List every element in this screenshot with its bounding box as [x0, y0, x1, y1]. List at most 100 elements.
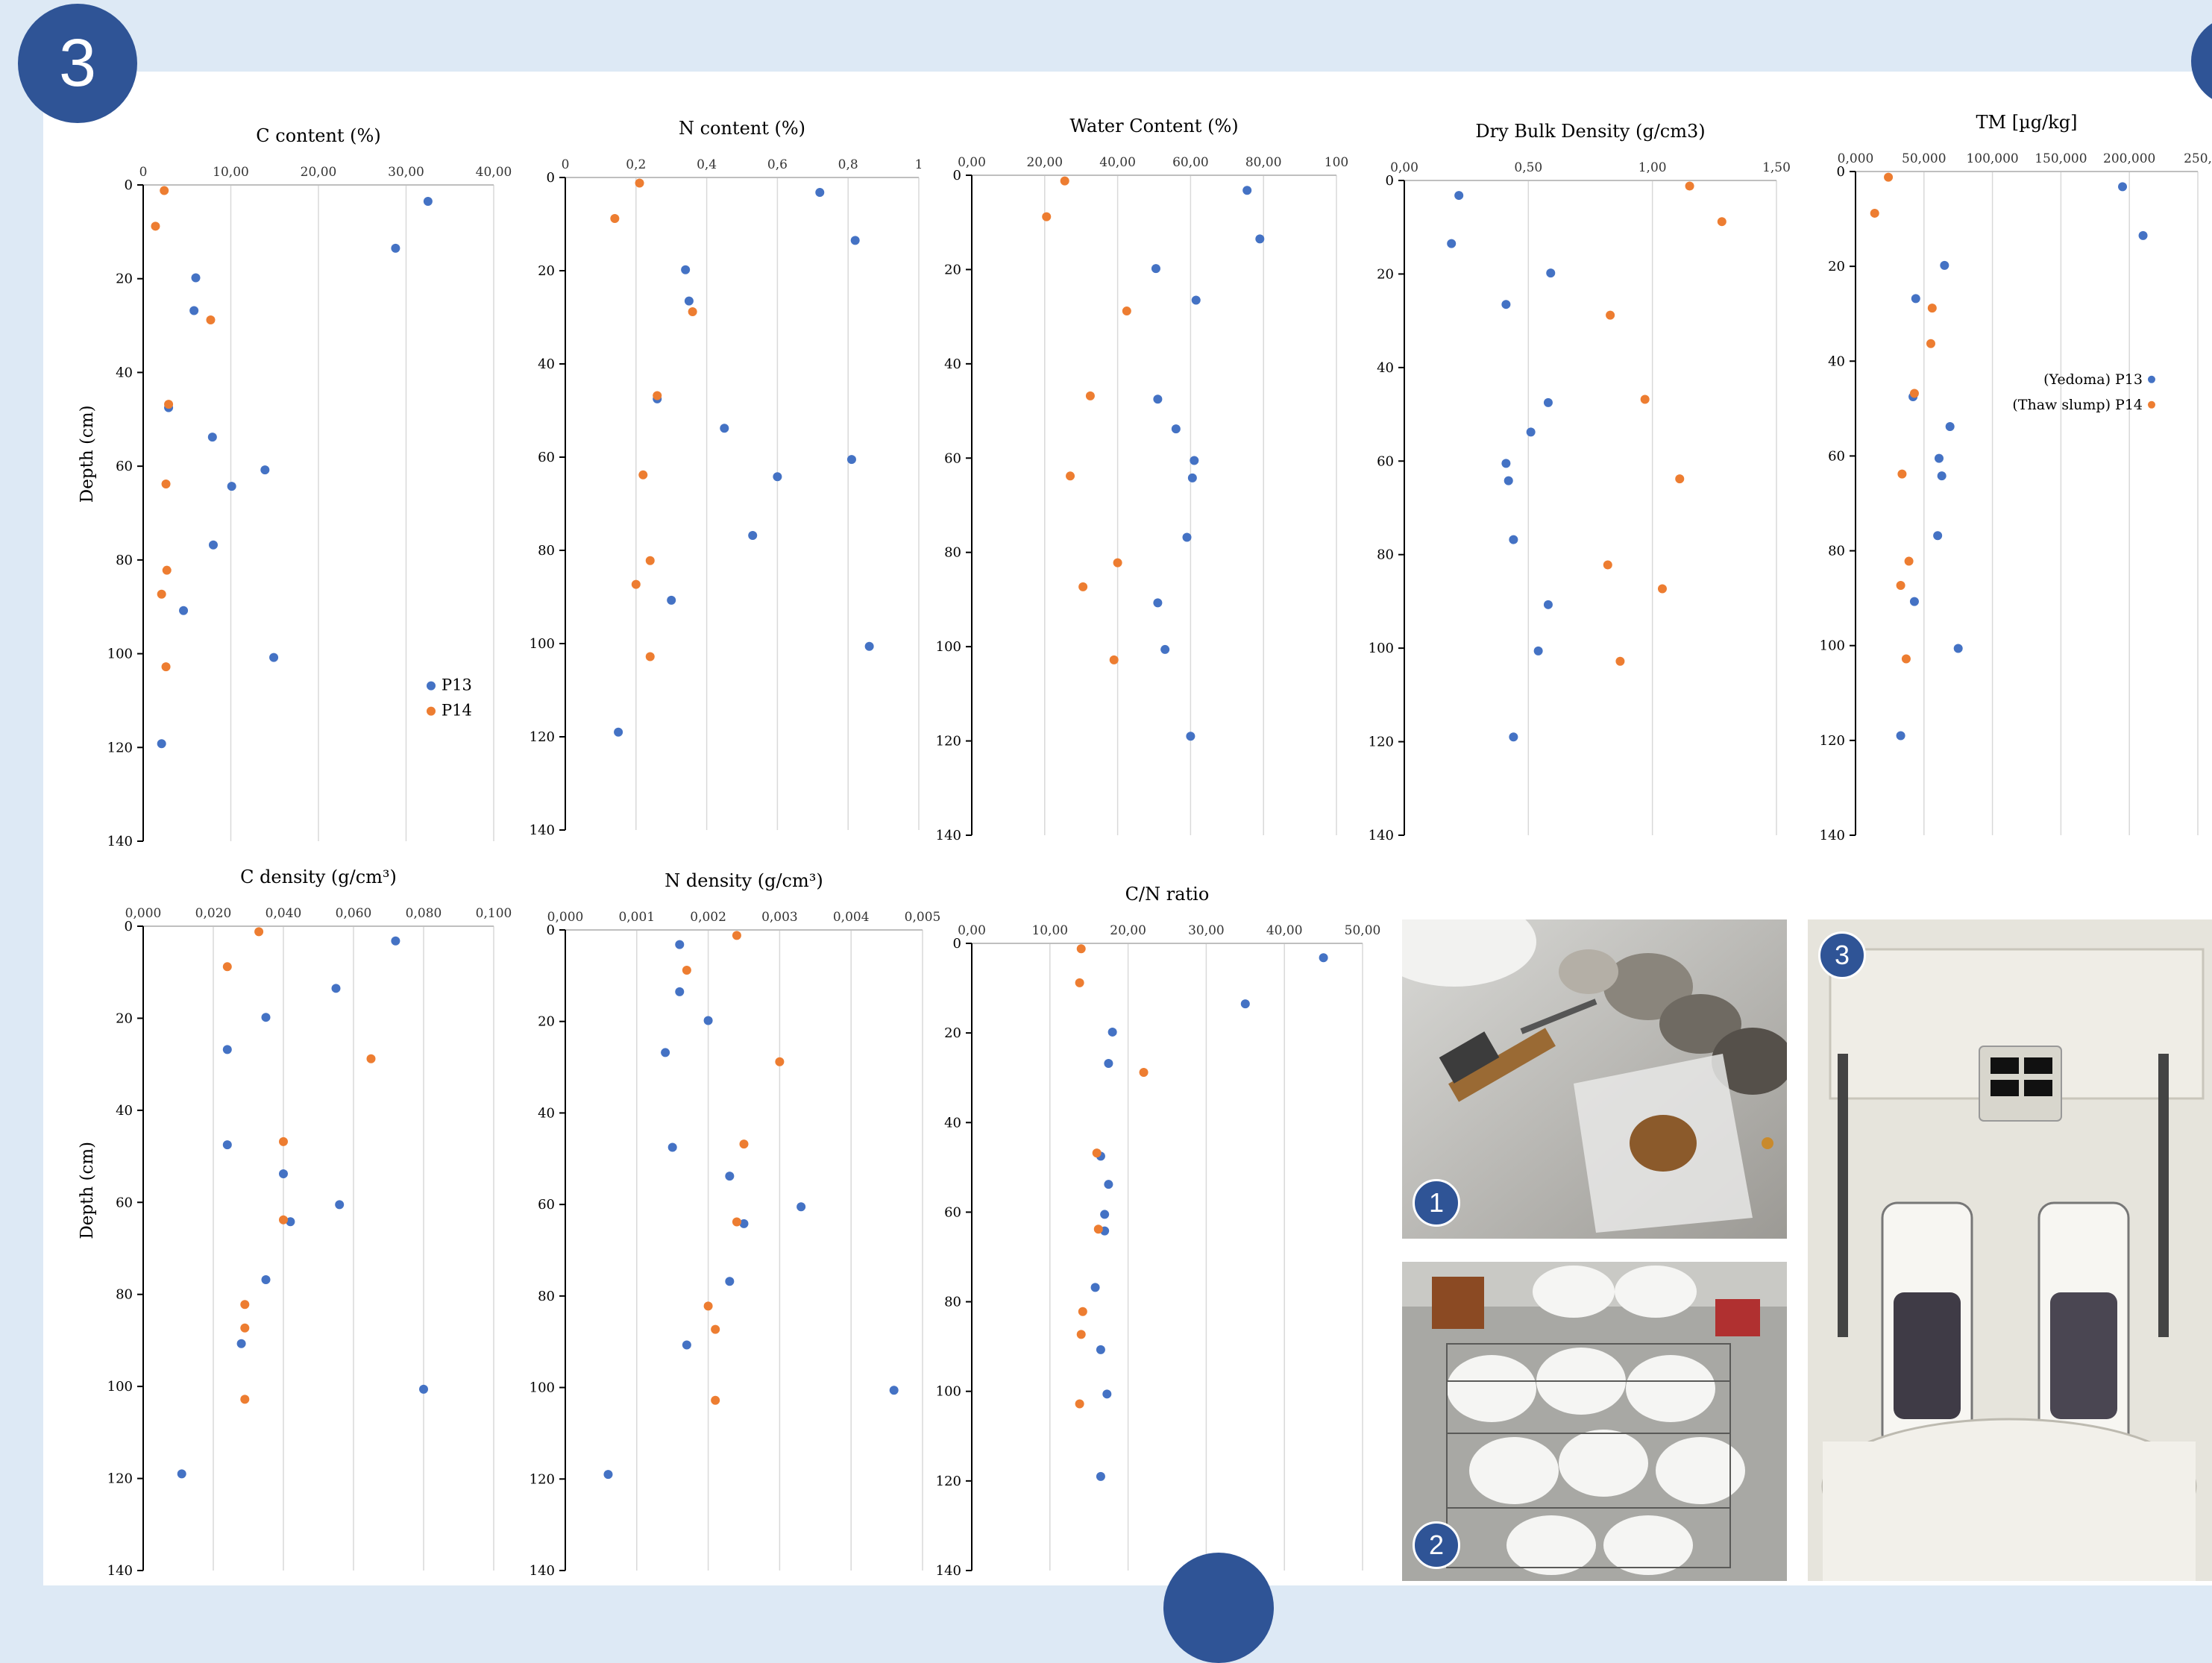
data-point-p13	[1182, 532, 1192, 542]
data-point-p14	[1042, 212, 1052, 221]
y-tick-label: 140	[530, 1563, 555, 1579]
data-point-p14	[222, 962, 232, 972]
data-point-p13	[1153, 394, 1163, 404]
y-axis-label: Depth (cm)	[78, 405, 97, 503]
legend-label: P14	[442, 702, 472, 720]
y-tick-label: 20	[1377, 266, 1394, 282]
legend-label: (Thaw slump) P14	[2012, 397, 2143, 413]
y-tick-label: 20	[1828, 259, 1845, 274]
x-tick-label: 0,100	[476, 906, 512, 921]
data-point-p14	[711, 1324, 720, 1334]
legend-marker	[427, 681, 436, 691]
x-tick-label: 0,080	[406, 906, 442, 921]
data-point-p14	[164, 400, 174, 409]
data-point-p13	[1096, 1471, 1105, 1481]
data-point-p13	[1543, 600, 1553, 609]
data-point-p14	[638, 470, 648, 480]
data-point-p13	[1504, 476, 1513, 485]
data-point-p14	[1078, 1307, 1087, 1316]
data-point-p14	[1884, 172, 1894, 182]
data-point-p13	[1509, 732, 1518, 742]
data-point-p13	[1090, 1283, 1100, 1292]
data-point-p14	[1685, 181, 1694, 191]
x-tick-label: 40,00	[1266, 923, 1303, 938]
y-tick-label: 80	[538, 543, 555, 559]
data-point-p14	[1078, 582, 1088, 591]
data-point-p14	[1896, 580, 1905, 590]
data-point-p14	[1066, 471, 1075, 481]
y-tick-label: 20	[538, 1014, 555, 1030]
data-point-p13	[419, 1384, 428, 1394]
chart-svg: C/N ratio 0,00 10,00 20,00 30,00 40,00 50,00 0 2…	[936, 884, 1381, 1579]
data-point-p14	[240, 1323, 250, 1333]
x-tick-label: 10,00	[1031, 923, 1068, 938]
x-tick-label: 0,00	[958, 923, 986, 938]
y-tick-label: 0	[1386, 173, 1394, 189]
data-point-p13	[1945, 422, 1955, 432]
data-point-p13	[335, 1200, 345, 1210]
y-tick-label: 60	[944, 1204, 961, 1220]
y-tick-label: 0	[547, 922, 555, 938]
data-point-p13	[1937, 471, 1947, 481]
data-point-p13	[1242, 186, 1252, 195]
data-point-p13	[1153, 598, 1163, 608]
data-point-p13	[279, 1169, 288, 1179]
data-point-p14	[1897, 469, 1907, 479]
data-point-p13	[1933, 531, 1943, 541]
x-tick-label: 50,00	[1345, 923, 1381, 938]
data-point-p13	[720, 424, 729, 433]
photo-badge-label: 1	[1428, 1187, 1445, 1218]
y-tick-label: 140	[936, 828, 961, 843]
x-tick-label: 20,00	[301, 165, 337, 180]
data-point-p13	[675, 940, 685, 949]
x-tick-label: 0,4	[697, 157, 717, 172]
data-point-p13	[261, 1013, 271, 1022]
x-tick-label: 0,000	[547, 910, 584, 925]
y-tick-label: 0	[125, 919, 133, 934]
data-point-p13	[1096, 1345, 1105, 1354]
data-point-p13	[725, 1277, 735, 1286]
x-tick-label: 1,00	[1638, 160, 1667, 175]
data-point-p14	[1092, 1148, 1102, 1158]
chart-n-density: N density (g/cm³) 0,000 0,001 0,002 0,003 0,0…	[515, 870, 941, 1585]
chart-title: TM [µg/kg]	[1976, 112, 2078, 133]
y-tick-label: 40	[944, 356, 961, 372]
data-point-p14	[279, 1215, 288, 1225]
y-tick-label: 40	[116, 365, 133, 380]
x-tick-label: 100,000	[1966, 151, 2018, 166]
data-point-p13	[207, 433, 217, 442]
data-point-p14	[1076, 1330, 1086, 1339]
x-tick-label: 0,8	[838, 157, 858, 172]
data-point-p13	[1953, 644, 1963, 653]
photo-badge-1: 1	[1413, 1179, 1460, 1227]
data-point-p14	[1085, 391, 1095, 400]
data-point-p14	[1076, 944, 1086, 954]
legend-marker	[2148, 375, 2155, 383]
x-tick-label: 0,00	[1390, 160, 1418, 175]
data-point-p13	[1501, 459, 1511, 468]
y-tick-label: 60	[116, 1195, 133, 1210]
x-tick-label: 0,040	[265, 906, 302, 921]
chart-svg: TM [µg/kg] 0,000 50,000 100,000 150,000 200,0…	[1820, 112, 2212, 843]
chart-svg: N density (g/cm³) 0,000 0,001 0,002 0,003 0,0…	[530, 870, 941, 1579]
chart-c-content: C content (%) 0 10,00 20,00 30,00 40,00 0 20 40 6…	[75, 125, 512, 856]
data-point-p13	[661, 1048, 670, 1057]
data-point-p14	[1113, 558, 1122, 568]
data-point-p14	[1075, 978, 1084, 987]
x-tick-label: 0,6	[767, 157, 788, 172]
data-point-p14	[703, 1301, 713, 1311]
data-point-p13	[1255, 234, 1265, 244]
data-point-p14	[645, 652, 655, 661]
data-point-p14	[610, 214, 620, 223]
data-point-p13	[236, 1339, 246, 1348]
data-point-p14	[157, 589, 166, 599]
data-point-p13	[1186, 732, 1195, 741]
data-point-p14	[206, 315, 216, 325]
data-point-p14	[161, 662, 171, 672]
data-point-p13	[1909, 597, 1919, 606]
data-point-p14	[732, 1217, 741, 1227]
y-tick-label: 120	[530, 729, 555, 745]
y-tick-label: 40	[116, 1103, 133, 1119]
data-point-p14	[240, 1395, 250, 1404]
data-point-p13	[1190, 456, 1199, 465]
